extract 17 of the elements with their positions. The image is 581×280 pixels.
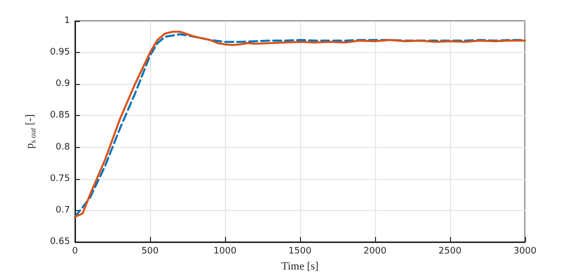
x-tick-label: 2000 [364, 246, 387, 256]
y-tick-label: 0.95 [50, 48, 70, 58]
x-axis-title: Time [s] [281, 260, 319, 272]
y-tick-label: 0.65 [50, 237, 70, 247]
y-axis-title: ps out [-] [24, 114, 38, 149]
y-tick-label: 0.7 [56, 205, 70, 216]
y-tick-label: 1 [64, 16, 70, 26]
x-tick-label: 3000 [514, 246, 537, 256]
x-tick-label: 2500 [438, 246, 462, 256]
x-tick-label: 500 [141, 246, 159, 256]
x-tick-label: 1000 [214, 246, 237, 256]
y-tick-label: 0.85 [50, 110, 70, 121]
y-tick-label: 0.75 [50, 174, 70, 184]
x-tick-label: 1500 [288, 246, 312, 256]
y-tick-label: 0.8 [56, 142, 70, 152]
y-tick-label: 0.9 [56, 79, 70, 90]
x-tick-label: 0 [72, 246, 78, 256]
